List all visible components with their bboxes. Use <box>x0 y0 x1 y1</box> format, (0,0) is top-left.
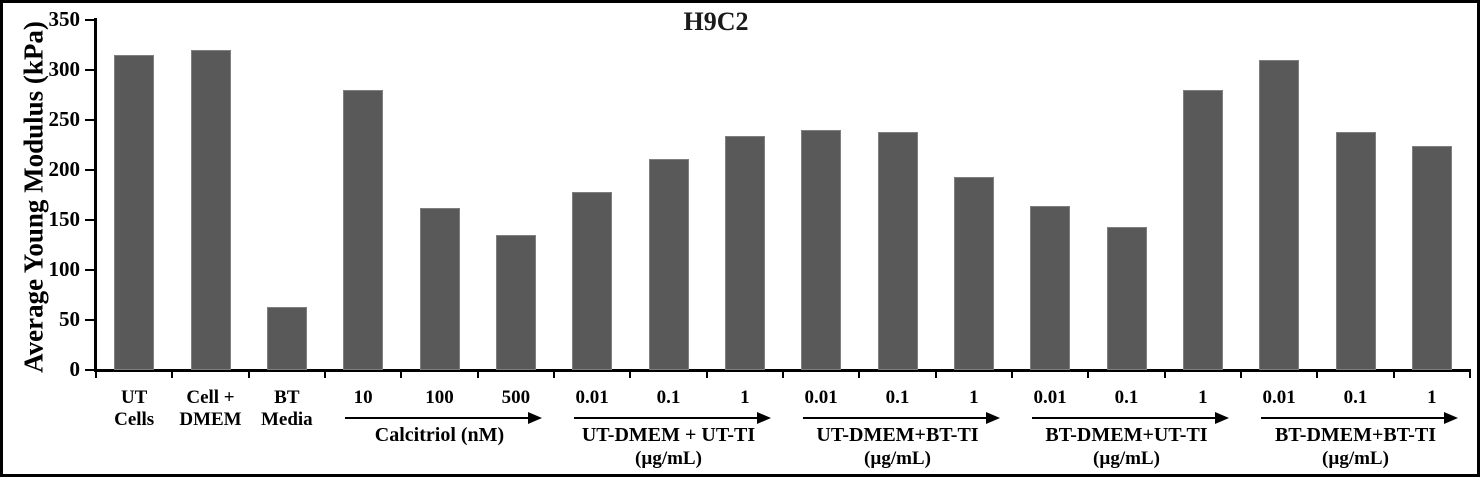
bar-6 <box>572 192 613 370</box>
x-tick <box>629 370 632 378</box>
group-arrow-head <box>528 412 542 424</box>
y-tick-label: 100 <box>48 257 81 281</box>
x-tick <box>705 370 708 378</box>
x-tick <box>400 370 403 378</box>
x-tick <box>1087 370 1090 378</box>
x-category-label: 0.01 <box>1033 387 1067 408</box>
x-category-label: 1 <box>740 387 750 408</box>
x-tick <box>171 370 174 378</box>
y-tick <box>85 369 94 371</box>
bar-5 <box>495 235 536 370</box>
group-sublabel: (µg/mL) <box>635 448 702 469</box>
y-tick <box>85 19 94 21</box>
group-arrow-head <box>1215 412 1229 424</box>
x-tick <box>324 370 326 378</box>
x-tick <box>782 370 784 378</box>
x-tick <box>247 370 250 378</box>
y-tick <box>85 319 94 321</box>
x-category-label: 0.01 <box>804 387 838 408</box>
y-tick <box>85 269 94 271</box>
group-arrow-head <box>757 412 771 424</box>
bar-4 <box>419 208 460 370</box>
bar-7 <box>648 159 689 370</box>
bar-15 <box>1259 60 1300 370</box>
bar-10 <box>877 132 918 370</box>
x-category-label: 0.01 <box>1262 387 1296 408</box>
group-arrow-head <box>986 412 1000 424</box>
group-label: BT-DMEM+BT-TI <box>1274 424 1437 446</box>
x-tick <box>1011 370 1013 378</box>
y-tick-label: 250 <box>48 107 81 131</box>
chart-title: H9C2 <box>683 7 749 36</box>
x-category-label: BT Media <box>260 387 313 430</box>
bar-17 <box>1411 146 1452 370</box>
x-category-label: 0.1 <box>1114 387 1139 408</box>
y-tick <box>85 69 94 71</box>
group-label: UT-DMEM + UT-TI <box>581 424 756 446</box>
bar-12 <box>1030 206 1071 370</box>
group-arrow-line <box>1032 417 1217 419</box>
x-tick <box>1392 370 1395 378</box>
x-tick <box>1316 370 1319 378</box>
y-tick-label: 300 <box>48 57 81 81</box>
y-tick <box>85 219 94 221</box>
group-label: BT-DMEM+UT-TI <box>1045 424 1208 446</box>
y-tick-label: 0 <box>69 357 81 381</box>
x-category-label: 1 <box>1427 387 1437 408</box>
y-tick-label: 350 <box>48 7 81 31</box>
bar-1 <box>190 50 231 370</box>
bar-2 <box>266 307 307 370</box>
x-category-label: 0.1 <box>1343 387 1368 408</box>
x-tick <box>476 370 479 378</box>
group-sublabel: (µg/mL) <box>864 448 931 469</box>
x-category-label: UT Cells <box>114 387 155 430</box>
y-tick-label: 150 <box>48 207 81 231</box>
bar-14 <box>1182 90 1223 370</box>
y-tick-label: 200 <box>48 157 81 181</box>
x-category-label: 500 <box>501 387 531 408</box>
bar-13 <box>1106 227 1147 370</box>
y-tick <box>85 169 94 171</box>
x-tick <box>95 370 97 378</box>
x-tick <box>1240 370 1242 378</box>
x-category-label: Cell + DMEM <box>179 387 242 430</box>
group-arrow-line <box>345 417 530 419</box>
x-tick <box>1163 370 1166 378</box>
x-category-label: 1 <box>969 387 979 408</box>
bar-0 <box>114 55 155 370</box>
group-sublabel: (µg/mL) <box>1322 448 1389 469</box>
x-tick <box>1469 370 1471 378</box>
x-category-label: 1 <box>1198 387 1208 408</box>
y-tick-label: 50 <box>59 307 80 331</box>
group-arrow-line <box>1261 417 1446 419</box>
y-tick <box>85 119 94 121</box>
x-category-label: 0.1 <box>885 387 910 408</box>
group-label: UT-DMEM+BT-TI <box>816 424 979 446</box>
x-tick <box>553 370 555 378</box>
bar-16 <box>1335 132 1376 370</box>
group-arrow-head <box>1444 412 1458 424</box>
x-category-label: 0.01 <box>575 387 609 408</box>
x-category-label: 10 <box>353 387 373 408</box>
bar-11 <box>953 177 994 370</box>
x-tick <box>858 370 861 378</box>
group-label: Calcitriol (nM) <box>374 424 505 446</box>
bar-9 <box>801 130 842 370</box>
x-category-label: 100 <box>425 387 454 408</box>
y-axis-line <box>94 18 97 372</box>
group-arrow-line <box>574 417 759 419</box>
x-category-label: 0.1 <box>656 387 681 408</box>
bar-3 <box>343 90 384 370</box>
group-arrow-line <box>803 417 988 419</box>
bar-8 <box>724 136 765 370</box>
group-sublabel: (µg/mL) <box>1093 448 1160 469</box>
x-tick <box>934 370 937 378</box>
